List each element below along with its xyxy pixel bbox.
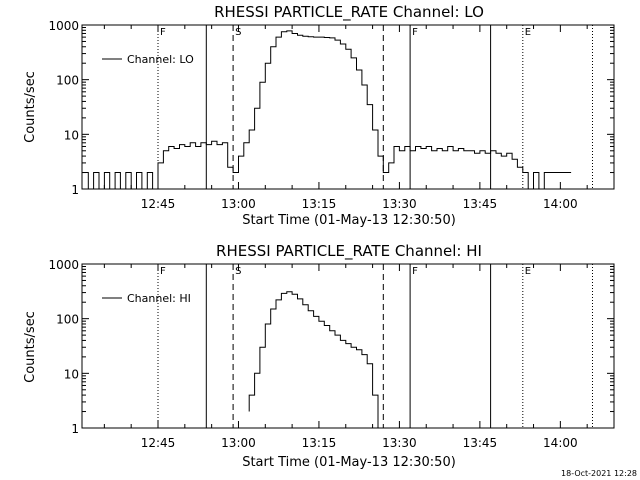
footer-timestamp: 18-Oct-2021 12:28 — [561, 469, 637, 478]
x-tick-label: 12:45 — [141, 436, 176, 450]
x-tick-label: 13:30 — [382, 197, 417, 211]
event-label: F — [160, 27, 166, 38]
x-tick-label: 13:15 — [302, 436, 337, 450]
event-label: S — [235, 266, 241, 277]
y-tick-label: 1000 — [48, 258, 79, 272]
x-tick-label: 12:45 — [141, 197, 176, 211]
x-tick-label: 13:00 — [221, 436, 256, 450]
x-axis-ticks: 12:45 13:00 13:15 13:30 13:45 14:00 — [103, 25, 615, 211]
y-axis-ticks: 1 10 100 1000 — [48, 258, 614, 436]
legend: Channel: LO — [102, 53, 194, 66]
x-axis-label: Start Time (01-May-13 12:30:50) — [242, 213, 456, 228]
plot-frame — [81, 263, 615, 429]
legend: Channel: HI — [102, 292, 191, 305]
chart-title: RHESSI PARTICLE_RATE Channel: LO — [214, 3, 484, 22]
event-lines — [157, 25, 593, 189]
y-axis-label: Counts/sec — [23, 71, 38, 143]
series-line — [82, 30, 572, 190]
x-tick-label: 13:30 — [382, 436, 417, 450]
x-tick-label: 13:15 — [302, 197, 337, 211]
x-tick-label: 13:45 — [463, 197, 498, 211]
series — [82, 30, 572, 190]
y-axis-ticks: 1 10 100 1000 — [48, 19, 614, 197]
legend-label: Channel: LO — [127, 53, 194, 66]
event-label: E — [525, 266, 531, 277]
x-tick-label: 13:45 — [463, 436, 498, 450]
y-tick-label: 100 — [56, 313, 79, 327]
hi-channel-panel: RHESSI PARTICLE_RATE Channel: HI Start T… — [23, 242, 615, 470]
legend-label: Channel: HI — [127, 292, 191, 305]
x-tick-label: 14:00 — [543, 197, 578, 211]
event-lines — [157, 264, 593, 428]
x-axis-label: Start Time (01-May-13 12:30:50) — [242, 455, 456, 470]
chart-title: RHESSI PARTICLE_RATE Channel: HI — [216, 242, 482, 261]
x-axis-ticks: 12:45 13:00 13:15 13:30 13:45 14:00 — [103, 264, 615, 450]
series — [248, 291, 379, 428]
y-tick-label: 10 — [64, 367, 79, 381]
event-label: S — [235, 27, 241, 38]
y-tick-label: 1000 — [48, 19, 79, 33]
lo-channel-panel: RHESSI PARTICLE_RATE Channel: LO Start T… — [23, 3, 615, 228]
y-tick-label: 1 — [71, 183, 79, 197]
x-tick-label: 14:00 — [543, 436, 578, 450]
x-tick-label: 13:00 — [221, 197, 256, 211]
event-label: F — [160, 266, 166, 277]
series-line — [248, 291, 379, 428]
event-label: F — [412, 266, 418, 277]
y-axis-label: Counts/sec — [23, 311, 38, 383]
y-tick-label: 10 — [64, 128, 79, 142]
y-tick-label: 100 — [56, 74, 79, 88]
event-label: F — [412, 27, 418, 38]
y-tick-label: 1 — [71, 422, 79, 436]
event-label: E — [525, 27, 531, 38]
plot-frame — [81, 24, 615, 190]
